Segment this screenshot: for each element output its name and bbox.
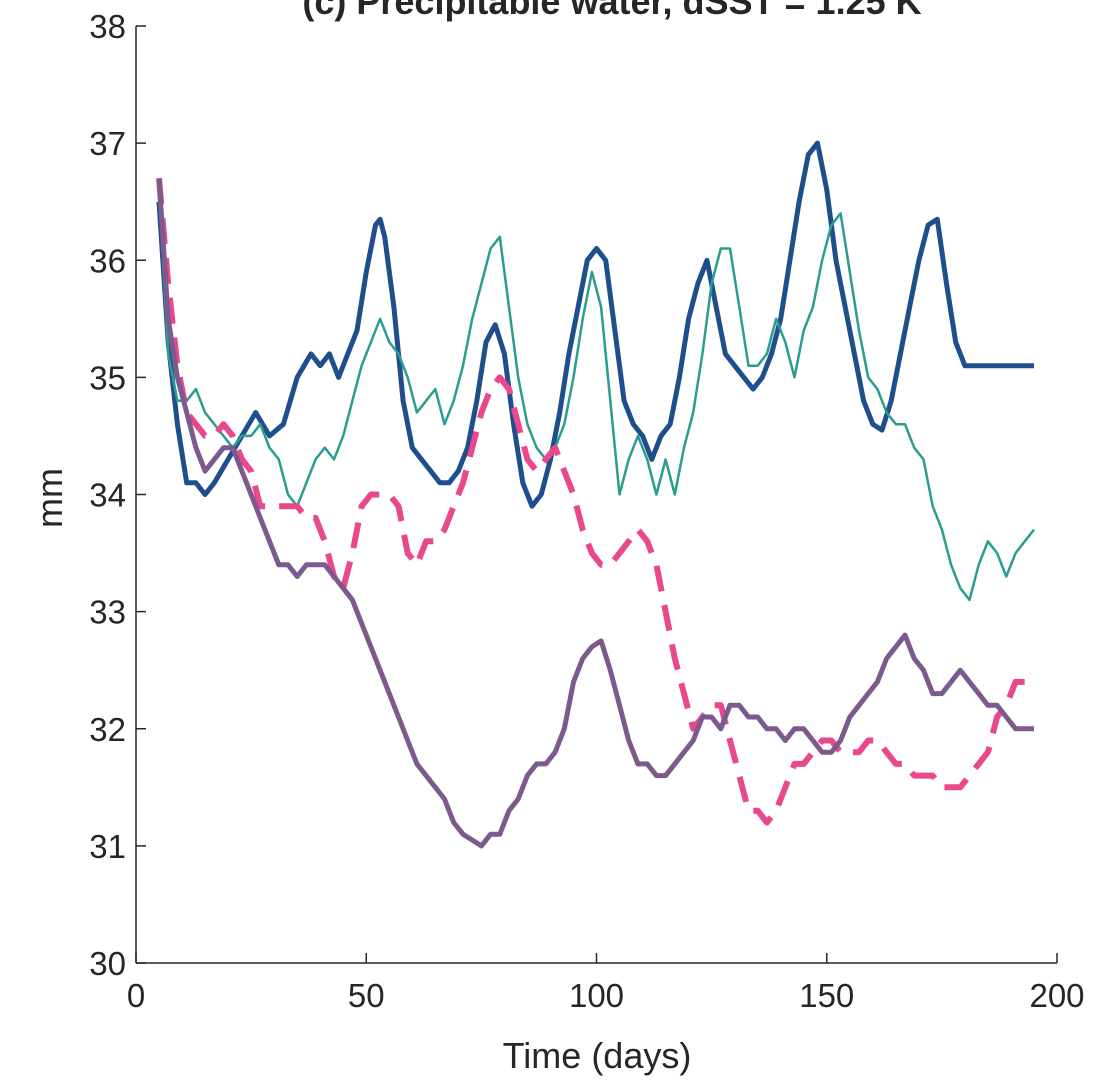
x-tick-label: 100	[569, 977, 624, 1014]
series-line-1	[156, 140, 1034, 509]
series-line-2	[157, 189, 1035, 602]
x-axis-title: Time (days)	[503, 1035, 692, 1076]
y-tick-label: 37	[89, 125, 126, 162]
y-tick-label: 34	[89, 477, 126, 514]
x-tick-label: 150	[799, 977, 854, 1014]
x-tick-label: 0	[127, 977, 145, 1014]
y-tick-label: 32	[89, 711, 126, 748]
y-tick-label: 30	[89, 945, 126, 982]
axes-layer	[135, 25, 1058, 964]
chart-title: (c) Precipitable water, dSST = 1.25 K	[302, 0, 921, 22]
y-tick-label: 38	[89, 8, 126, 45]
series-layer	[156, 140, 1035, 849]
y-tick-label: 31	[89, 828, 126, 865]
y-tick-label: 35	[89, 359, 126, 396]
tick-label-layer: 0 50 100 150 200 30 31 32 33 34 35 36 37 38	[89, 8, 1084, 1014]
series-line-3	[156, 178, 1034, 826]
y-axis-title: mm	[29, 468, 70, 528]
y-tick-label: 36	[89, 242, 126, 279]
x-tick-label: 200	[1029, 977, 1084, 1014]
x-tick-label: 50	[348, 977, 385, 1014]
y-tick-label: 33	[89, 594, 126, 631]
series-line-4	[156, 178, 1034, 849]
